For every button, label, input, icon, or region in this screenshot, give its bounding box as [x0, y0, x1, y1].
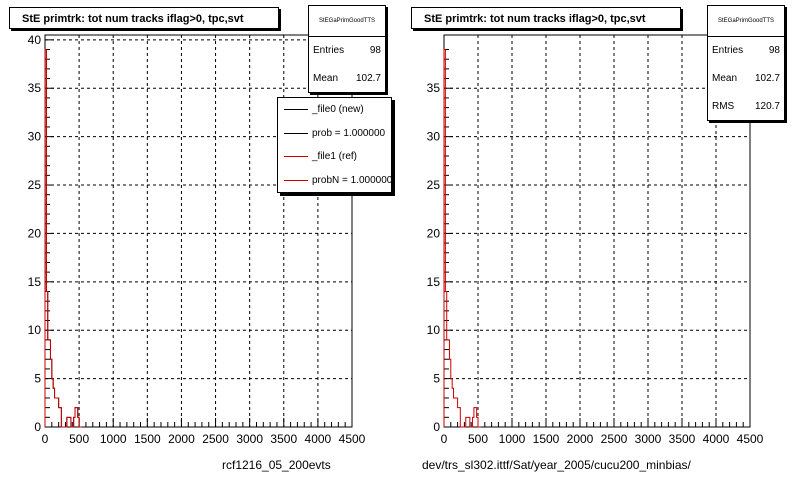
left-chart-title: StE primtrk: tot num tracks iflag>0, tpc… [9, 7, 279, 29]
left-x-tick-label: 2500 [202, 432, 229, 446]
left-histogram-series [44, 49, 82, 428]
right-x-tick-label: 1500 [533, 432, 560, 446]
legend-label: _file1 (ref) [312, 151, 358, 162]
right-stats-row: Mean 102.7 [708, 65, 784, 93]
right-x-tick-label: 0 [441, 432, 448, 446]
left-stats-value: 98 [369, 45, 381, 56]
left-x-tick-label: 1500 [134, 432, 161, 446]
left-footer-label: rcf1216_05_200evts [222, 458, 331, 472]
right-y-tick-label: 25 [427, 178, 441, 192]
left-y-tick-label: 40 [28, 33, 42, 47]
legend-entry: prob = 1.000000 [278, 122, 391, 146]
right-x-tick-label: 1000 [499, 432, 526, 446]
right-stats-label: Entries [712, 45, 744, 56]
left-stats-value: 102.7 [355, 73, 381, 84]
right-y-tick-label: 10 [427, 323, 441, 337]
right-x-tick-label: 4500 [737, 432, 764, 446]
right-stats-value: 102.7 [754, 73, 780, 84]
left-x-tick-label: 1000 [100, 432, 127, 446]
left-plot-frame [44, 34, 353, 428]
right-stats-value: 98 [768, 45, 780, 56]
left-y-tick-label: 5 [34, 372, 41, 386]
right-histogram-svg: 0 500 1000 1500 2000 2500 3000 3500 4000 4500 0 5 10… [427, 34, 764, 446]
right-x-tick-label: 4000 [703, 432, 730, 446]
legend-label: probN = 1.000000 [312, 174, 392, 186]
right-histogram-pad: 0 500 1000 1500 2000 2500 3000 3500 4000 4500 0 5 10… [400, 0, 800, 480]
right-y-tick-label: 5 [433, 372, 440, 386]
left-y-tick-label: 25 [28, 178, 42, 192]
left-x-tick-label: 2000 [168, 432, 195, 446]
left-y-tick-label: 20 [28, 226, 42, 240]
left-y-tick-label: 15 [28, 275, 42, 289]
right-stats-name: StEGaPrimGoodTTS [708, 6, 784, 37]
right-y-tick-label: 15 [427, 275, 441, 289]
right-x-tick-label: 3500 [669, 432, 696, 446]
right-stats-row: Entries 98 [708, 37, 784, 65]
right-histogram-series [443, 49, 481, 428]
left-y-tick-label: 10 [28, 323, 42, 337]
right-y-tick-label: 35 [427, 81, 441, 95]
legend-label: prob = 1.000000 [312, 127, 386, 139]
left-x-tick-label: 3500 [270, 432, 297, 446]
legend-swatch-black [284, 132, 308, 134]
left-y-tick-label: 30 [28, 130, 42, 144]
right-stats-label: Mean [712, 73, 738, 84]
left-stats-label: Entries [313, 45, 345, 56]
legend-swatch-red [284, 179, 308, 181]
left-stats-name: StEGaPrimGoodTTS [309, 6, 385, 37]
right-y-tick-label: 30 [427, 130, 441, 144]
right-stats-label: RMS [712, 101, 735, 112]
left-x-tick-label: 4500 [339, 432, 366, 446]
left-x-tick-label: 500 [69, 432, 89, 446]
left-y-tick-label: 35 [28, 81, 42, 95]
right-chart-title: StE primtrk: tot num tracks iflag>0, tpc… [411, 7, 681, 29]
legend-swatch-red [284, 156, 308, 157]
right-stats-row: RMS 120.7 [708, 93, 784, 121]
right-x-tick-label: 2500 [601, 432, 628, 446]
left-stats-label: Mean [313, 73, 339, 84]
left-histogram-pad: 0 500 1000 1500 2000 2500 3000 3500 4000 4500 0 5 10… [9, 5, 392, 472]
right-stats-box: StEGaPrimGoodTTS Entries 98 Mean 102.7 R… [707, 5, 785, 121]
right-x-tick-label: 3000 [635, 432, 662, 446]
left-y-tick-label: 0 [34, 420, 41, 434]
right-y-tick-label: 20 [427, 226, 441, 240]
right-y-tick-label: 0 [433, 420, 440, 434]
right-footer-label: dev/trs_sl302.ittf/Sat/year_2005/cucu200… [422, 458, 691, 472]
legend-entry: probN = 1.000000 [278, 169, 391, 193]
left-x-tick-label: 0 [42, 432, 49, 446]
legend-entry: _file1 (ref) [278, 145, 391, 169]
left-x-tick-label: 3000 [236, 432, 263, 446]
left-stats-row: Entries 98 [309, 37, 385, 65]
right-plot-frame [443, 34, 751, 428]
right-x-tick-label: 500 [468, 432, 488, 446]
right-x-tick-label: 2000 [567, 432, 594, 446]
left-x-tick-label: 4000 [305, 432, 332, 446]
legend-entry: _file0 (new) [278, 98, 391, 122]
right-stats-value: 120.7 [754, 101, 780, 112]
left-legend: _file0 (new) prob = 1.000000 _file1 (ref… [277, 97, 392, 193]
left-stats-box: StEGaPrimGoodTTS Entries 98 Mean 102.7 [308, 5, 386, 93]
legend-label: _file0 (new) [312, 104, 364, 115]
left-stats-row: Mean 102.7 [309, 65, 385, 93]
legend-swatch-black [284, 109, 308, 110]
